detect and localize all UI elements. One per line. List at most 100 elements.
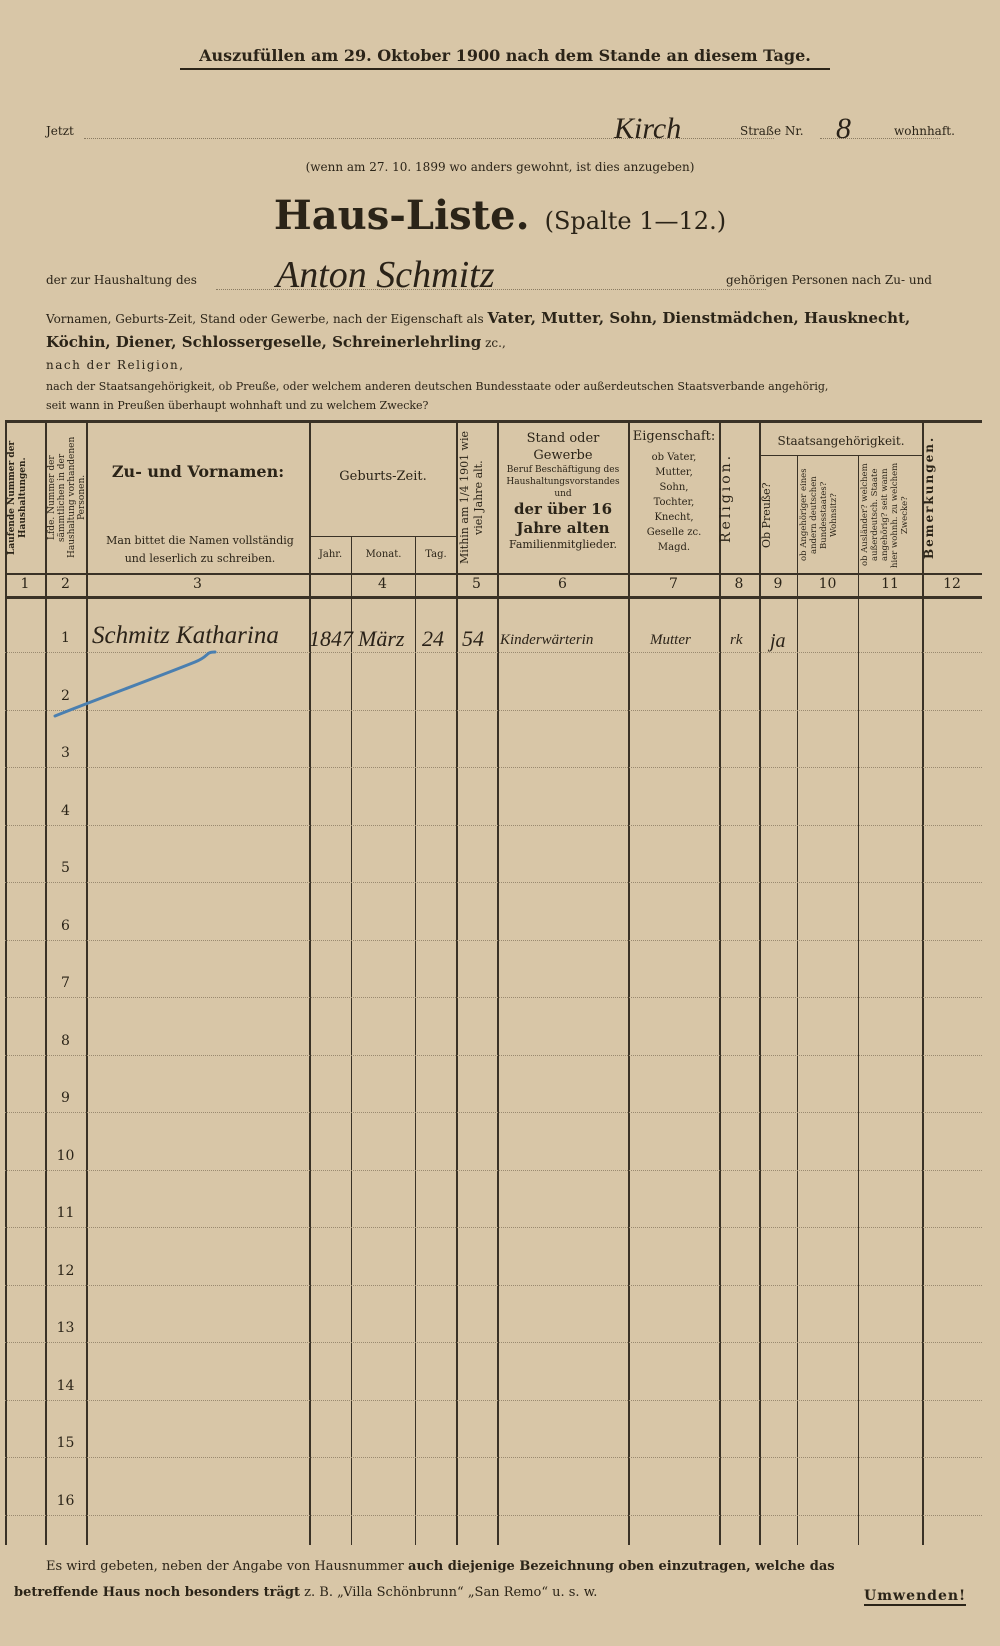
column-number: 2 (61, 576, 70, 592)
column-number: 6 (558, 576, 567, 592)
turn-over-note: Umwenden! (864, 1588, 967, 1606)
table-row (5, 882, 982, 883)
footer-bold: betreffende Haus noch besonders trägt (14, 1585, 301, 1600)
row-number: 3 (61, 745, 70, 761)
entry-religion: rk (730, 632, 743, 648)
col-line (858, 455, 859, 1545)
entry-relation: Mutter (650, 632, 691, 648)
address-line: Jetzt Kirch Straße Nr. 8 wohnhaft. (46, 112, 955, 150)
entry-birth-day: 24 (422, 626, 444, 651)
col-line (309, 420, 311, 1545)
table-top-border (5, 420, 982, 423)
row-number: 15 (56, 1435, 75, 1451)
col-line (628, 420, 630, 1545)
header-col3-title: Zu- und Vornamen: (111, 462, 285, 481)
house-number-value: 8 (836, 112, 851, 145)
table-row (5, 939, 982, 941)
header-staats: Staatsangehörigkeit. (777, 434, 905, 448)
table-row (5, 767, 982, 768)
instruction-line-4: nach der Staatsangehörigkeit, ob Preuße,… (46, 380, 829, 393)
col6-tail: Familienmitglieder. (508, 538, 618, 551)
geburts-subdivider (309, 536, 456, 537)
wohnhaft-label: wohnhaft. (894, 124, 955, 138)
instructions: Vornamen, Geburts-Zeit, Stand oder Gewer… (46, 306, 956, 414)
col6-title: Stand oder Gewerbe (526, 431, 600, 463)
header-col4-tag: Tag. (425, 549, 447, 560)
table-row (5, 652, 982, 653)
title: Haus-Liste. (273, 192, 530, 239)
footer-text: z. B. „Villa Schönbrunn“ „San Remo“ u. s… (304, 1585, 598, 1600)
header-col4-title: Geburts-Zeit. (339, 469, 427, 484)
col-line (497, 420, 499, 1545)
col-line (719, 420, 721, 1545)
instruction-bold: Köchin, Diener, Schlossergeselle, Schrei… (46, 333, 482, 351)
household-suffix: gehörigen Personen nach Zu- und (726, 273, 932, 287)
household-dots (216, 289, 766, 290)
col-line (5, 420, 7, 1545)
column-number: 10 (818, 576, 837, 592)
household-head-name: Anton Schmitz (276, 254, 495, 296)
jetzt-label: Jetzt (46, 124, 74, 138)
column-number: 4 (378, 576, 387, 592)
table-row (5, 1169, 982, 1171)
instruction-line-1: Vornamen, Geburts-Zeit, Stand oder Gewer… (46, 306, 956, 331)
row-number: 4 (61, 802, 70, 819)
table-row (5, 1284, 982, 1286)
table-row (5, 1227, 982, 1228)
subtitle: (Spalte 1—12.) (544, 207, 727, 235)
row-number: 16 (56, 1492, 75, 1509)
row-number: 6 (61, 917, 70, 934)
table-row (5, 1457, 982, 1458)
header-col7: Eigenschaft: ob Vater, Mutter, Sohn, Toc… (630, 430, 718, 555)
street-label: Straße Nr. (740, 124, 804, 138)
col7-note: ob Vater, Mutter, Sohn, Tochter, Knecht,… (646, 452, 702, 553)
instruction-text: zc., (485, 336, 506, 350)
col-line (351, 536, 352, 1545)
entry-birth-year: 1847 (309, 626, 353, 651)
blue-pen-stroke (53, 650, 217, 718)
table-row (5, 824, 982, 826)
table-row (5, 709, 982, 711)
instruction-line-2: Köchin, Diener, Schlossergeselle, Schrei… (46, 331, 956, 354)
col-line (922, 420, 924, 1545)
row-number: 10 (56, 1147, 75, 1164)
entry-name: Schmitz Katharina (92, 622, 279, 649)
table-row (5, 1054, 982, 1056)
header-col4-jahr: Jahr. (318, 549, 343, 560)
page-title: Haus-Liste. (Spalte 1—12.) (0, 192, 1000, 239)
column-number-border (5, 596, 982, 599)
household-line: der zur Haushaltung des Anton Schmitz ge… (46, 254, 952, 296)
col-line (797, 455, 798, 1545)
col-line (759, 420, 761, 1545)
row-number: 7 (61, 975, 70, 991)
fill-instruction: Auszufüllen am 29. Oktober 1900 nach dem… (180, 46, 830, 70)
table-row (5, 997, 982, 998)
table-row (5, 1399, 982, 1401)
instruction-text: Vornamen, Geburts-Zeit, Stand oder Gewer… (46, 312, 484, 326)
header-col6: Stand oder Gewerbe Beruf Beschäftigung d… (498, 430, 628, 552)
entry-occupation: Kinderwärterin (500, 632, 594, 648)
row-number: 14 (56, 1377, 75, 1394)
blue-pen-mark (53, 650, 217, 718)
number-dots (820, 138, 940, 139)
street-value: Kirch (614, 112, 682, 145)
entry-prussian: ja (770, 630, 786, 652)
col-line (45, 420, 47, 1545)
col-line (86, 420, 88, 1545)
footer-line-1: Es wird gebeten, neben der Angabe von Ha… (14, 1554, 974, 1580)
row-number: 9 (61, 1090, 70, 1106)
column-number: 5 (472, 576, 481, 592)
street-dots (84, 138, 774, 139)
entry-age: 54 (462, 626, 484, 651)
column-number: 11 (881, 576, 899, 592)
row-number: 12 (56, 1262, 75, 1279)
household-prefix: der zur Haushaltung des (46, 273, 197, 287)
table-row (5, 1342, 982, 1343)
column-number: 3 (193, 576, 202, 592)
table-row (5, 1112, 982, 1113)
entry-birth-month: März (358, 626, 405, 651)
row-number: 13 (56, 1320, 75, 1336)
instruction-line-3: nach der Religion, (46, 358, 185, 372)
footer-note: Es wird gebeten, neben der Angabe von Ha… (14, 1554, 974, 1606)
column-number: 8 (734, 576, 744, 592)
